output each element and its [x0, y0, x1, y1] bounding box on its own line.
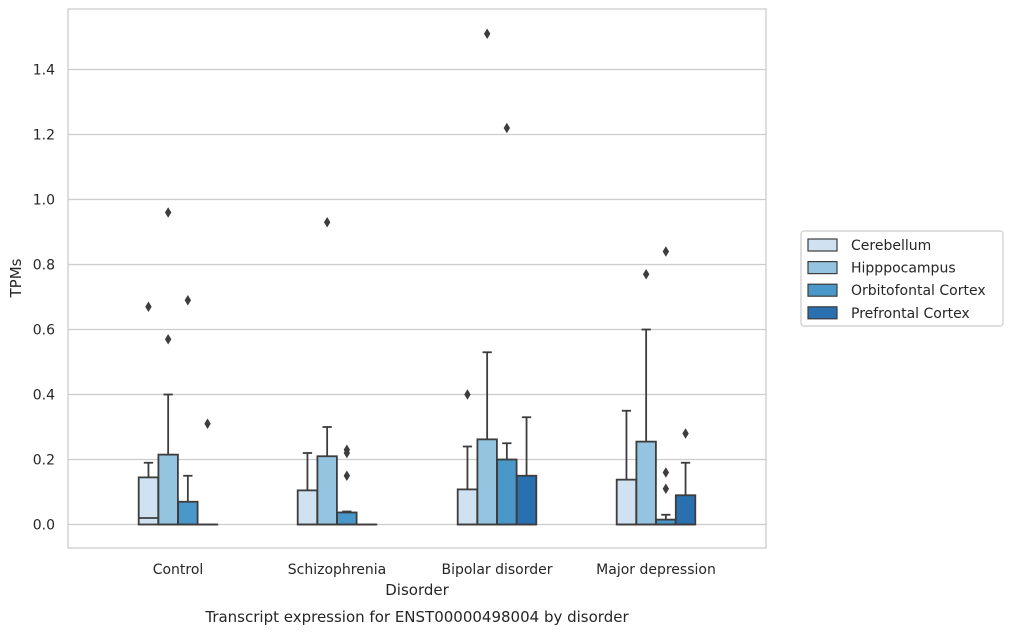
box-0-3: [615, 409, 638, 526]
box-iqr: [177, 500, 199, 526]
outlier-point: [164, 207, 172, 218]
legend-swatch: [807, 283, 838, 297]
box-2-0: [177, 295, 199, 526]
x-tick-label: Control: [153, 562, 204, 578]
x-tick-label: Bipolar disorder: [441, 562, 552, 578]
outlier-point: [343, 444, 351, 455]
plot-frame: [67, 8, 767, 549]
box-0-2: [456, 389, 479, 526]
box-iqr: [456, 488, 479, 526]
box-0-1: [296, 452, 319, 526]
outlier-point: [682, 428, 689, 439]
box-1-2: [476, 28, 498, 526]
outlier-point: [323, 217, 331, 228]
grid-layer: [68, 68, 766, 526]
legend-swatch: [807, 261, 838, 275]
y-tick-label: 0.2: [33, 453, 55, 469]
outlier-point: [642, 269, 650, 280]
x-tick-labels: Control Schizophrenia Bipolar disorder Majo…: [153, 562, 716, 578]
legend-swatch: [807, 306, 838, 320]
x-tick-label: Major depression: [596, 562, 716, 578]
y-tick-label: 1.0: [33, 193, 55, 209]
y-tick-label: 1.4: [33, 63, 55, 79]
x-axis-title: Disorder: [385, 581, 449, 599]
box-iqr: [674, 494, 697, 526]
outlier-point: [662, 467, 670, 478]
box-3-2: [515, 416, 538, 526]
boxes-layer: [137, 28, 697, 526]
outlier-point: [204, 418, 211, 429]
box-iqr: [316, 455, 338, 526]
box-1-0: [157, 207, 179, 526]
y-tick-labels: 0.0 0.2 0.4 0.6 0.8 1.0 1.2 1.4: [33, 63, 55, 534]
legend-label: Prefrontal Cortex: [851, 306, 970, 322]
y-axis-title: TPMs: [7, 258, 25, 298]
outlier-point: [184, 295, 192, 306]
box-iqr: [496, 458, 518, 526]
y-tick-label: 0.8: [33, 258, 55, 274]
outlier-point: [164, 334, 172, 345]
legend-swatch: [807, 238, 838, 252]
y-tick-label: 0.0: [33, 518, 55, 534]
box-iqr: [296, 489, 319, 526]
legend: Cerebellum Hipppocampus Orbitofontal Corte…: [800, 230, 1004, 327]
box-1-3: [635, 269, 657, 526]
legend-frame: [800, 230, 1004, 327]
box-2-1: [336, 444, 358, 526]
box-iqr: [157, 453, 179, 526]
chart-caption: Transcript expression for ENST0000049800…: [204, 608, 629, 626]
box-iqr: [336, 511, 358, 526]
outlier-point: [343, 470, 351, 481]
box-2-2: [496, 122, 518, 526]
outlier-point: [662, 246, 670, 257]
box-0-0: [137, 301, 160, 526]
box-3-0: [196, 418, 219, 526]
outlier-point: [483, 28, 491, 39]
box-iqr: [635, 440, 657, 526]
legend-label: Cerebellum: [851, 238, 931, 254]
box-iqr: [476, 438, 498, 526]
box-1-1: [316, 217, 338, 526]
box-iqr: [515, 474, 538, 526]
outlier-point: [464, 389, 471, 400]
outlier-point: [145, 301, 152, 312]
outlier-point: [662, 483, 670, 494]
legend-label: Orbitofontal Cortex: [851, 283, 986, 299]
x-tick-label: Schizophrenia: [288, 562, 386, 578]
box-3-3: [674, 428, 697, 526]
y-tick-label: 0.4: [33, 388, 55, 404]
box-iqr: [615, 478, 638, 526]
box-2-3: [655, 246, 677, 526]
y-tick-label: 1.2: [33, 128, 55, 144]
y-tick-label: 0.6: [33, 323, 55, 339]
legend-label: Hipppocampus: [851, 261, 956, 277]
outlier-point: [503, 122, 511, 134]
